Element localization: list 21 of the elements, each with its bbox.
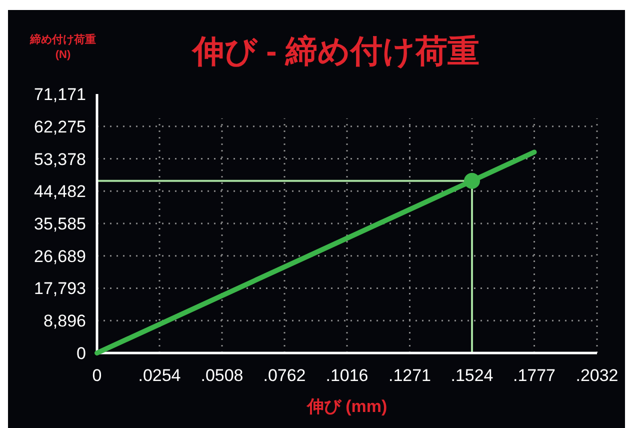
x-tick-label: .1777 [512,366,556,385]
y-tick-label: 0 [76,344,86,363]
x-tick-label: .1524 [450,366,494,385]
x-tick-label: .1271 [388,366,432,385]
x-tick-label: .1016 [326,366,368,385]
x-tick-label: .2032 [576,366,618,385]
y-tick-label: 8,896 [43,312,86,331]
x-tick-label: .0508 [200,366,244,385]
x-tick-label: .0254 [138,366,181,385]
y-tick-label: 44,482 [34,182,86,202]
y-tick-label: 17,793 [34,279,86,298]
y-tick-label: 53,378 [34,150,86,169]
y-tick-label: 35,585 [34,214,86,234]
chart-title: 伸び - 締め付け荷重 [190,33,480,69]
y-tick-label: 62,275 [34,117,86,136]
x-tick-label: 0 [92,366,102,385]
x-axis-title: 伸び (mm) [306,397,388,416]
x-tick-label: .0762 [263,366,306,385]
y-tick-label: 71,171 [34,85,86,104]
y-tick-label: 26,689 [34,246,86,266]
y-axis-title: 締め付け荷重 (N) [29,33,96,61]
